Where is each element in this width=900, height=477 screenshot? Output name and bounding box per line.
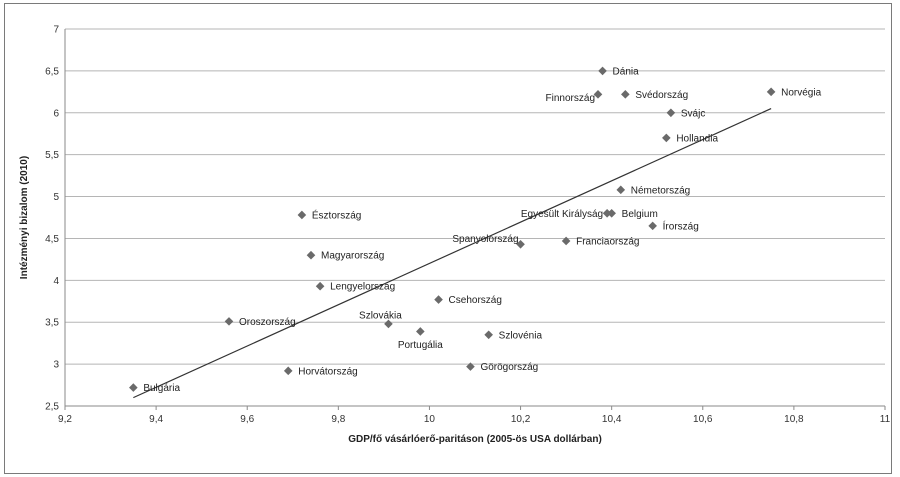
scatter-chart: 2,5 3 3,5 4 4,5 5 5,5 6 6,5 7 9,2 9,4 9,6 9,8 10 10,2 10… — [19, 25, 891, 446]
point-label: Spanyolország — [452, 234, 518, 245]
x-tick-label: 11 — [880, 414, 891, 425]
y-tick-label: 7 — [53, 25, 59, 36]
point-label: Oroszország — [239, 317, 296, 328]
tick-labels: 2,5 3 3,5 4 4,5 5 5,5 6 6,5 7 9,2 9,4 9,6 9,8 10 10,2 10… — [45, 25, 891, 426]
y-tick-label: 4 — [53, 276, 59, 287]
data-point-marker — [283, 366, 293, 376]
point-label: Norvégia — [781, 87, 821, 98]
point-label: Svájc — [681, 108, 705, 119]
data-point-marker — [616, 185, 626, 195]
point-label: Egyesült Királyság — [521, 209, 603, 220]
y-tick-label: 3 — [53, 360, 59, 371]
data-point-marker — [466, 362, 475, 371]
data-point-marker — [434, 295, 443, 304]
x-tick-label: 9,2 — [58, 414, 72, 425]
x-tick-label: 9,8 — [331, 414, 345, 425]
data-point-marker — [297, 210, 307, 220]
point-label: Bulgária — [143, 383, 180, 394]
data-point-marker — [648, 221, 657, 231]
data-points — [129, 66, 776, 392]
trendline — [133, 108, 772, 399]
point-label: Szlovákia — [359, 310, 402, 321]
x-tick-label: 10,8 — [784, 414, 804, 425]
y-tick-label: 3,5 — [45, 318, 59, 329]
point-label: Lengyelország — [330, 282, 395, 293]
point-label: Magyarország — [321, 251, 384, 262]
x-tick-label: 10,4 — [602, 414, 622, 425]
point-label: Portugália — [398, 340, 443, 351]
y-tick-label: 5,5 — [45, 150, 59, 161]
data-point-marker — [602, 209, 612, 218]
data-point-marker — [598, 66, 607, 76]
data-point-marker — [662, 133, 671, 143]
x-tick-label: 9,6 — [240, 414, 254, 425]
x-tick-label: 10 — [424, 414, 436, 425]
data-point-marker — [593, 90, 603, 99]
y-tick-label: 6 — [53, 108, 59, 119]
data-point-marker — [315, 281, 325, 291]
axes — [64, 29, 886, 410]
data-point-marker — [224, 317, 234, 326]
point-label: Csehország — [449, 295, 502, 306]
data-point-marker — [766, 87, 776, 97]
trendline-layer — [133, 108, 772, 399]
y-tick-label: 5 — [53, 192, 59, 203]
data-point-marker — [607, 209, 616, 218]
point-label: Írország — [663, 219, 699, 232]
x-tick-label: 10,6 — [693, 414, 713, 425]
y-tick-label: 4,5 — [45, 234, 59, 245]
point-label: Belgium — [622, 209, 658, 220]
x-tick-label: 10,2 — [511, 414, 531, 425]
data-point-marker — [666, 108, 676, 118]
point-label: Horvátország — [298, 366, 357, 377]
y-tick-label: 2,5 — [45, 402, 59, 413]
point-label: Finnország — [546, 93, 595, 104]
point-label: Szlovénia — [499, 330, 543, 341]
point-label: Svédország — [635, 90, 688, 101]
data-point-marker — [561, 236, 571, 246]
data-point-marker — [484, 330, 493, 340]
x-tick-label: 9,4 — [149, 414, 163, 425]
data-point-marker — [516, 240, 525, 249]
point-label: Észtország — [312, 208, 361, 221]
point-label: Görögország — [480, 362, 538, 373]
y-axis-title: Intézményi bizalom (2010) — [19, 156, 30, 279]
x-axis-title: GDP/fő vásárlóerő-paritáson (2005-ös USA… — [348, 434, 602, 445]
point-label: Németország — [631, 185, 690, 196]
data-point-marker — [416, 327, 425, 336]
data-point-marker — [129, 383, 138, 392]
gridlines — [65, 28, 885, 365]
y-tick-label: 6,5 — [45, 66, 59, 77]
point-label: Dánia — [613, 66, 640, 77]
point-labels: Dánia Finnország Svédország Norvégia Svájc Ho… — [143, 66, 821, 394]
data-point-marker — [384, 319, 393, 329]
point-label: Hollandia — [676, 133, 718, 144]
data-point-marker — [621, 90, 630, 99]
point-label: Franciaország — [576, 236, 639, 247]
chart-frame: 2,5 3 3,5 4 4,5 5 5,5 6 6,5 7 9,2 9,4 9,6 9,8 10 10,2 10… — [4, 3, 892, 474]
data-point-marker — [306, 250, 316, 260]
